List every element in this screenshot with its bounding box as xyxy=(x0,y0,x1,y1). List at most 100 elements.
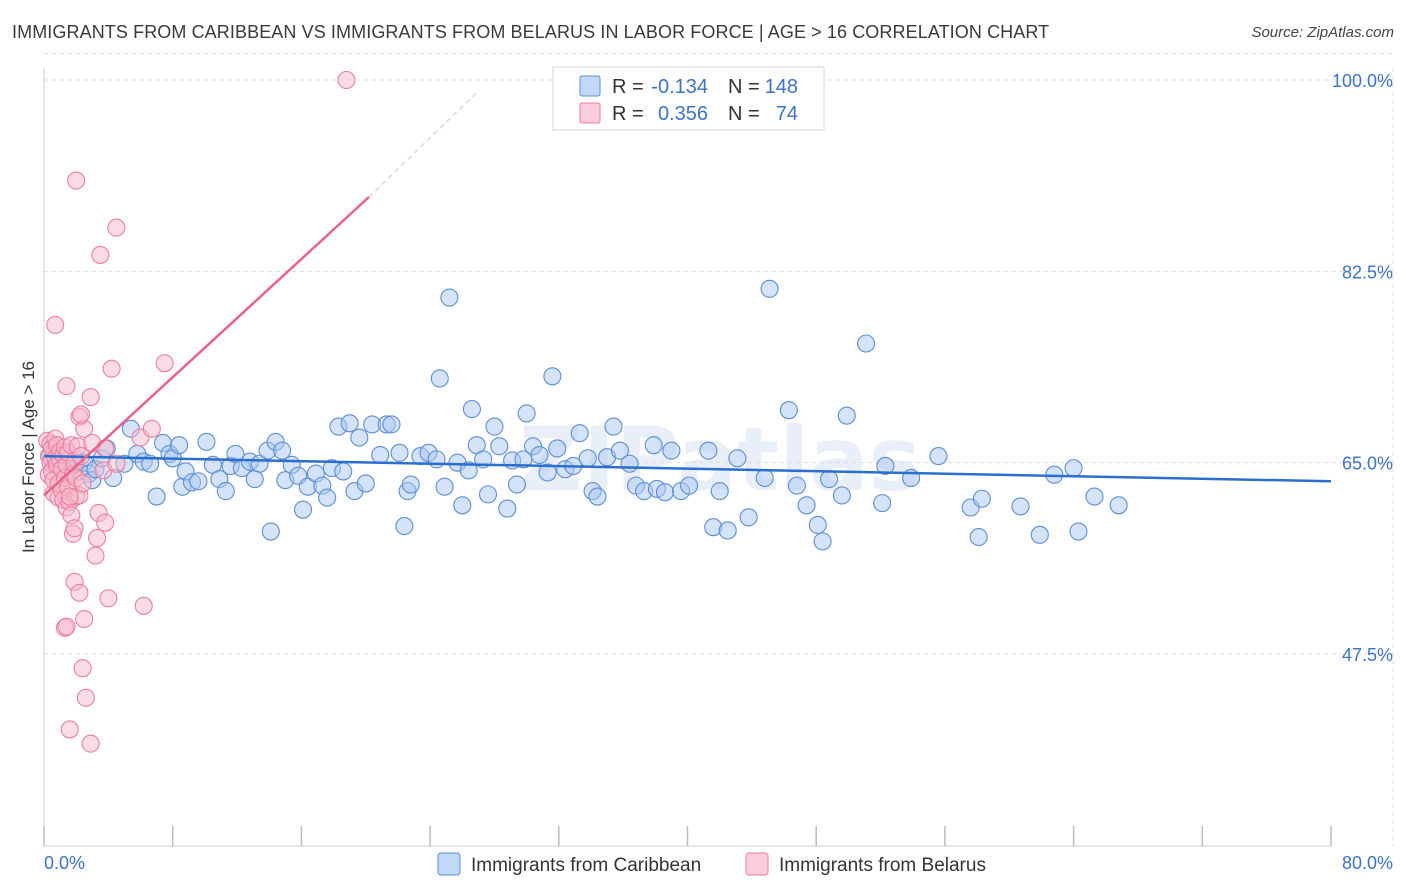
data-point-caribbean xyxy=(718,521,737,540)
data-point-caribbean xyxy=(340,414,359,433)
data-point-caribbean xyxy=(1069,522,1088,541)
data-point-caribbean xyxy=(530,445,549,465)
trend-line-belarus-extension xyxy=(368,90,479,198)
data-point-caribbean xyxy=(147,487,166,506)
data-point-belarus xyxy=(57,617,76,636)
legend-n-value-2: 74 xyxy=(776,103,798,125)
legend-n-label-1: N = xyxy=(728,76,760,98)
data-point-caribbean xyxy=(401,475,420,494)
data-point-belarus xyxy=(99,589,118,608)
y-tick-label: 82.5% xyxy=(1342,262,1393,282)
data-point-belarus xyxy=(71,405,91,424)
data-point-caribbean xyxy=(390,443,409,462)
data-point-belarus xyxy=(155,354,174,373)
x-ticks xyxy=(43,826,1332,846)
data-point-caribbean xyxy=(755,468,774,488)
bottom-legend-label-caribbean: Immigrants from Caribbean xyxy=(471,855,701,876)
data-point-caribbean xyxy=(588,487,607,506)
data-point-caribbean xyxy=(507,475,527,494)
data-point-caribbean xyxy=(382,415,401,434)
data-point-caribbean xyxy=(876,456,895,475)
bottom-legend-swatch-caribbean xyxy=(437,852,461,876)
data-point-belarus xyxy=(65,519,84,538)
data-point-belarus xyxy=(134,596,153,615)
data-point-caribbean xyxy=(969,527,988,547)
legend-r-label-2: R = xyxy=(612,103,644,125)
trend-lines xyxy=(43,90,1332,497)
data-point-caribbean xyxy=(543,367,562,386)
data-point-caribbean xyxy=(435,477,454,496)
data-point-belarus xyxy=(70,583,89,602)
data-point-belarus xyxy=(57,377,76,396)
data-point-belarus xyxy=(142,419,161,438)
data-point-caribbean xyxy=(462,400,481,419)
data-point-caribbean xyxy=(1085,487,1104,506)
data-point-caribbean xyxy=(680,476,699,495)
data-point-belarus xyxy=(337,70,356,90)
data-point-caribbean xyxy=(699,441,718,460)
legend-r-value-2: 0.356 xyxy=(658,103,708,125)
data-point-caribbean xyxy=(655,483,675,502)
data-point-caribbean xyxy=(873,494,892,513)
data-point-belarus xyxy=(81,388,100,407)
chart-title: IMMIGRANTS FROM CARIBBEAN VS IMMIGRANTS … xyxy=(12,22,1050,42)
bottom-legend-swatch-belarus xyxy=(745,852,769,876)
data-point-caribbean xyxy=(1064,459,1083,478)
data-point-caribbean xyxy=(797,496,816,515)
data-point-belarus xyxy=(46,315,65,334)
data-point-caribbean xyxy=(808,515,827,535)
data-point-caribbean xyxy=(813,532,832,551)
data-point-caribbean xyxy=(1109,496,1128,515)
data-point-belarus xyxy=(67,171,86,190)
data-point-belarus xyxy=(73,659,92,678)
y-tick-label: 47.5% xyxy=(1342,645,1393,665)
data-point-caribbean xyxy=(610,441,629,460)
series-legend: Immigrants from Caribbean Immigrants fro… xyxy=(437,852,986,876)
data-point-caribbean xyxy=(604,417,623,436)
legend-r-label-1: R = xyxy=(612,76,644,98)
data-point-caribbean xyxy=(779,401,798,420)
data-point-belarus xyxy=(107,218,126,237)
data-point-caribbean xyxy=(318,488,337,507)
data-point-caribbean xyxy=(170,436,189,455)
data-point-caribbean xyxy=(1030,525,1049,544)
trend-line-caribbean xyxy=(43,454,1332,483)
series-belarus-points xyxy=(38,70,356,753)
data-point-caribbean xyxy=(334,462,353,481)
data-point-caribbean xyxy=(644,436,663,455)
data-point-caribbean xyxy=(478,485,498,504)
data-point-belarus xyxy=(88,529,107,548)
legend-swatch-caribbean xyxy=(579,75,601,97)
data-point-belarus xyxy=(96,439,115,458)
data-point-caribbean xyxy=(739,508,758,527)
data-point-caribbean xyxy=(570,424,589,443)
data-point-caribbean xyxy=(485,417,504,436)
data-point-belarus xyxy=(60,487,79,506)
data-point-caribbean xyxy=(710,482,729,501)
legend-swatch-belarus xyxy=(579,102,601,124)
data-point-caribbean xyxy=(760,279,779,298)
data-point-belarus xyxy=(102,359,121,378)
data-point-caribbean xyxy=(356,474,375,493)
data-point-belarus xyxy=(107,454,126,473)
bottom-legend-label-belarus: Immigrants from Belarus xyxy=(779,855,986,876)
data-point-belarus xyxy=(91,245,110,264)
data-point-caribbean xyxy=(490,437,509,456)
data-point-caribbean xyxy=(820,470,839,489)
data-point-caribbean xyxy=(427,450,446,469)
data-point-caribbean xyxy=(662,441,681,460)
data-point-caribbean xyxy=(197,432,216,451)
source-credit: Source: ZipAtlas.com xyxy=(1251,24,1394,41)
data-point-caribbean xyxy=(972,489,991,508)
series-caribbean-points xyxy=(41,279,1128,551)
y-axis-label: In Labor Force | Age > 16 xyxy=(19,361,38,553)
data-point-belarus xyxy=(86,546,105,565)
data-point-caribbean xyxy=(538,463,557,482)
data-point-caribbean xyxy=(459,461,478,480)
data-point-caribbean xyxy=(273,441,292,460)
data-point-caribbean xyxy=(245,470,264,489)
data-point-caribbean xyxy=(498,499,517,518)
data-point-caribbean xyxy=(837,406,856,425)
data-point-belarus xyxy=(96,513,115,532)
